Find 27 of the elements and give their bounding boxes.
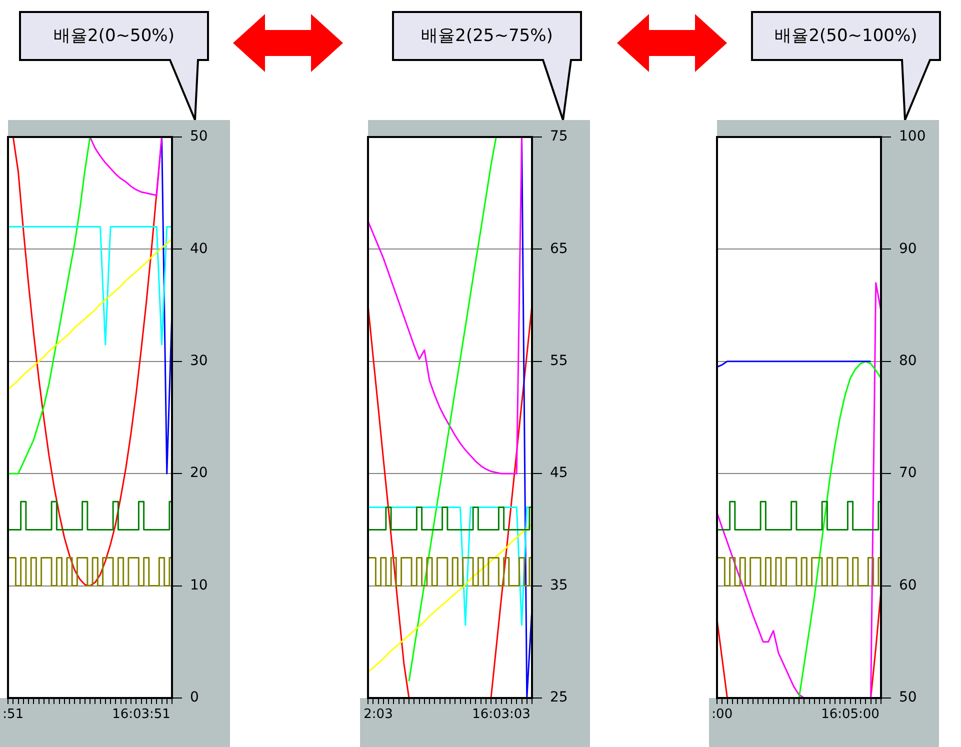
- y-tick-label: 55: [550, 353, 568, 370]
- chart-title: 배율2(25~75%): [420, 25, 554, 48]
- y-tick-label: 75: [550, 128, 568, 145]
- y-tick-label: 45: [550, 465, 568, 482]
- x-tick-label: 2:03: [364, 707, 393, 722]
- chart-title: 배율2(0~50%): [52, 25, 176, 48]
- y-tick-label: 65: [550, 240, 568, 257]
- y-tick-label: 80: [899, 353, 917, 370]
- y-tick-label: 70: [899, 465, 917, 482]
- y-tick-label: 50: [190, 128, 208, 145]
- y-tick-label: 20: [190, 465, 208, 482]
- y-tick-label: 50: [899, 690, 917, 706]
- y-tick-label: 0: [190, 690, 199, 706]
- y-tick-label: 90: [899, 240, 917, 257]
- x-tick-label: :51: [2, 707, 24, 722]
- y-tick-label: 100: [899, 128, 926, 145]
- y-tick-label: 25: [550, 690, 568, 706]
- y-tick-label: 40: [190, 240, 208, 257]
- chart-title: 배율2(50~100%): [774, 25, 918, 48]
- y-tick-label: 10: [190, 577, 208, 594]
- y-tick-label: 60: [899, 577, 917, 594]
- x-tick-label: 16:03:51: [112, 707, 170, 722]
- x-tick-label: :00: [712, 707, 733, 722]
- y-tick-label: 30: [190, 353, 208, 370]
- y-tick-label: 35: [550, 577, 568, 594]
- x-tick-label: 16:03:03: [472, 707, 530, 722]
- x-tick-label: 16:05:00: [821, 707, 880, 722]
